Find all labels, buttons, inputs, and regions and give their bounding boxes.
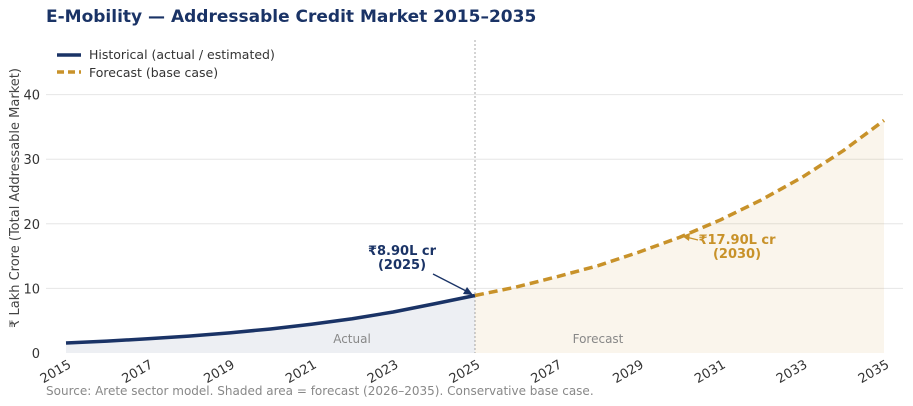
chart-title: E-Mobility — Addressable Credit Market 2… [46,7,536,27]
region-label-forecast: Forecast [573,332,624,346]
annotation-2025: ₹8.90L cr (2025) [368,244,473,295]
x-tick-label: 2019 [201,357,237,387]
y-axis-label: ₹ Lakh Crore (Total Addressable Market) [8,68,23,328]
area-forecast [475,120,884,353]
y-tick-label: 0 [32,347,40,362]
annotation-2025-value: ₹8.90L cr [368,244,437,259]
y-tick-label: 10 [23,282,40,297]
annotation-2025-arrow [432,273,471,294]
line-historical [65,293,476,345]
legend: Historical (actual / estimated) Forecast… [57,47,275,80]
legend-label-forecast: Forecast (base case) [89,65,218,80]
y-tick-label: 30 [23,153,40,168]
x-tick-label: 2031 [692,357,728,387]
area-historical [66,295,475,353]
annotation-2030-year: (2030) [713,247,761,262]
x-tick-label: 2025 [447,357,483,387]
x-tick-label: 2035 [856,357,892,387]
annotation-2030-arrowhead [682,233,690,241]
x-tick-label: 2017 [120,357,156,387]
x-tick-label: 2023 [365,357,401,387]
x-tick-label: 2033 [774,357,810,387]
line-forecast [474,119,886,298]
region-label-actual: Actual [333,332,371,346]
annotation-2030: ₹17.90L cr (2030) [682,233,776,262]
x-tick-label: 2029 [610,357,646,387]
annotation-2025-arrowhead [463,287,473,295]
legend-label-historical: Historical (actual / estimated) [89,47,275,62]
annotation-2025-year: (2025) [378,258,426,273]
y-tick-label: 20 [23,218,40,233]
x-tick-label: 2027 [529,357,565,387]
x-tick-label: 2021 [283,357,319,387]
y-tick-label: 40 [23,89,40,104]
annotation-2030-value: ₹17.90L cr [698,233,776,248]
source-note: Source: Arete sector model. Shaded area … [46,384,594,398]
x-tick-label: 2015 [38,357,74,387]
